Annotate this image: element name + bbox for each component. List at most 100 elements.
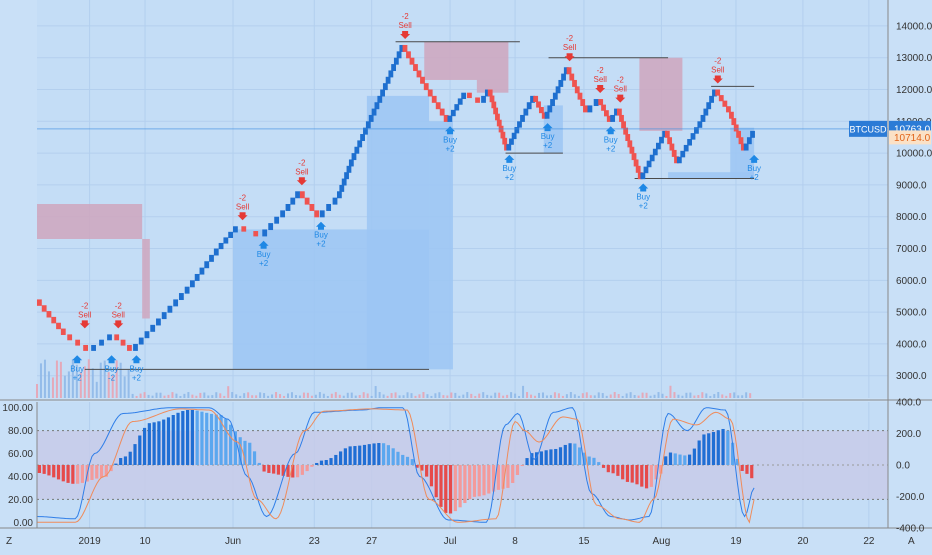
oscillator-pane — [36, 407, 888, 524]
buy-arrow-icon — [638, 183, 649, 192]
histogram-bar — [726, 430, 730, 465]
histogram-bar — [171, 414, 175, 465]
volume-bar — [593, 395, 596, 398]
renko-brick-down — [621, 121, 626, 129]
histogram-bar — [649, 465, 653, 487]
histogram-bar — [621, 465, 625, 480]
histogram-bar — [123, 456, 128, 465]
histogram-bar — [745, 465, 749, 474]
histogram-bar — [343, 448, 347, 465]
buy-qty: +2 — [259, 259, 269, 268]
renko-brick-down — [409, 57, 415, 65]
renko-brick-down — [493, 107, 499, 115]
volume-bar — [215, 392, 218, 398]
histogram-bar — [95, 465, 99, 479]
sell-arrow-icon — [113, 320, 124, 329]
histogram-bar — [644, 465, 649, 489]
renko-brick-up — [107, 334, 112, 341]
renko-brick-down — [423, 83, 429, 91]
volume-bar — [506, 394, 509, 398]
volume-bar — [549, 395, 552, 398]
sell-signal: Sell-2 — [236, 193, 249, 221]
renko-brick-down — [533, 95, 539, 103]
corner-label-right: A — [908, 536, 915, 547]
volume-bar — [561, 395, 564, 398]
histogram-bar — [257, 462, 261, 465]
renko-brick-up — [189, 280, 195, 288]
volume-bar — [362, 392, 365, 398]
sell-label: Sell — [711, 66, 725, 75]
histogram-bar — [334, 454, 338, 465]
renko-brick-down — [625, 134, 631, 141]
histogram-bar — [267, 465, 271, 473]
renko-brick-up — [646, 160, 652, 168]
renko-brick-up — [550, 99, 555, 107]
renko-brick-down — [729, 111, 734, 119]
volume-bar — [681, 395, 684, 398]
renko-brick-down — [736, 130, 741, 138]
volume-bar — [601, 393, 604, 398]
volume-bar — [131, 393, 134, 398]
volume-bar — [147, 394, 150, 398]
signal-zones — [37, 41, 755, 370]
renko-brick-down — [667, 137, 673, 145]
renko-brick-down — [583, 105, 588, 113]
volume-bar — [386, 395, 389, 398]
buy-arrow-icon — [749, 154, 760, 163]
histogram-bar — [382, 443, 386, 465]
volume-bar — [382, 394, 385, 398]
histogram-bar — [176, 412, 180, 465]
buy-label: Buy — [636, 193, 650, 202]
renko-brick-down — [718, 95, 724, 102]
volume-bar — [354, 395, 357, 398]
volume-bar — [139, 393, 142, 398]
histogram-bar — [501, 465, 505, 489]
volume-bar — [741, 395, 744, 398]
renko-brick-up — [683, 144, 689, 152]
volume-bar — [669, 385, 672, 398]
volume-bar — [219, 393, 222, 398]
osc-left-tick-label: 80.00 — [8, 426, 33, 437]
volume-bar — [294, 395, 297, 398]
volume-bar — [609, 394, 612, 398]
histogram-bar — [496, 465, 500, 490]
histogram-bar — [76, 465, 80, 484]
volume-bar — [175, 393, 178, 398]
osc-left-tick-label: 60.00 — [8, 449, 33, 460]
corner-label-left: Z — [6, 536, 12, 547]
renko-brick-up — [344, 172, 349, 180]
sell-signal: Sell-2 — [614, 76, 627, 103]
volume-bar — [211, 395, 214, 398]
volume-bar — [302, 392, 305, 398]
renko-brick-up — [706, 102, 712, 110]
histogram-bar — [405, 456, 410, 465]
volume-bar — [39, 363, 42, 398]
sell-label: Sell — [398, 21, 412, 30]
sell-arrow-icon — [615, 94, 626, 103]
buy-signal: Buy+2 — [604, 126, 618, 153]
renko-brick-up — [450, 109, 456, 117]
renko-brick-up — [558, 79, 564, 87]
histogram-bar — [209, 413, 214, 465]
symbol-tag: BTCUSD — [849, 124, 887, 134]
volume-bar — [267, 395, 270, 398]
sell-qty: -2 — [239, 193, 247, 202]
volume-bar — [494, 392, 497, 398]
histogram-bar — [616, 465, 620, 476]
volume-bar — [470, 393, 473, 398]
buy-qty: -2 — [108, 373, 116, 382]
volume-bar — [394, 392, 397, 398]
buy-qty: +2 — [73, 373, 83, 382]
buy-signal: Buy-2 — [105, 355, 118, 382]
histogram-bar — [429, 465, 434, 487]
renko-brick-up — [655, 142, 661, 150]
renko-brick-up — [484, 89, 490, 97]
volume-bar — [298, 395, 301, 398]
sell-arrow-icon — [595, 85, 606, 94]
histogram-bar — [338, 451, 343, 465]
histogram-bar — [200, 411, 204, 465]
renko-brick-up — [746, 137, 752, 145]
time-tick-label: Aug — [652, 536, 670, 547]
